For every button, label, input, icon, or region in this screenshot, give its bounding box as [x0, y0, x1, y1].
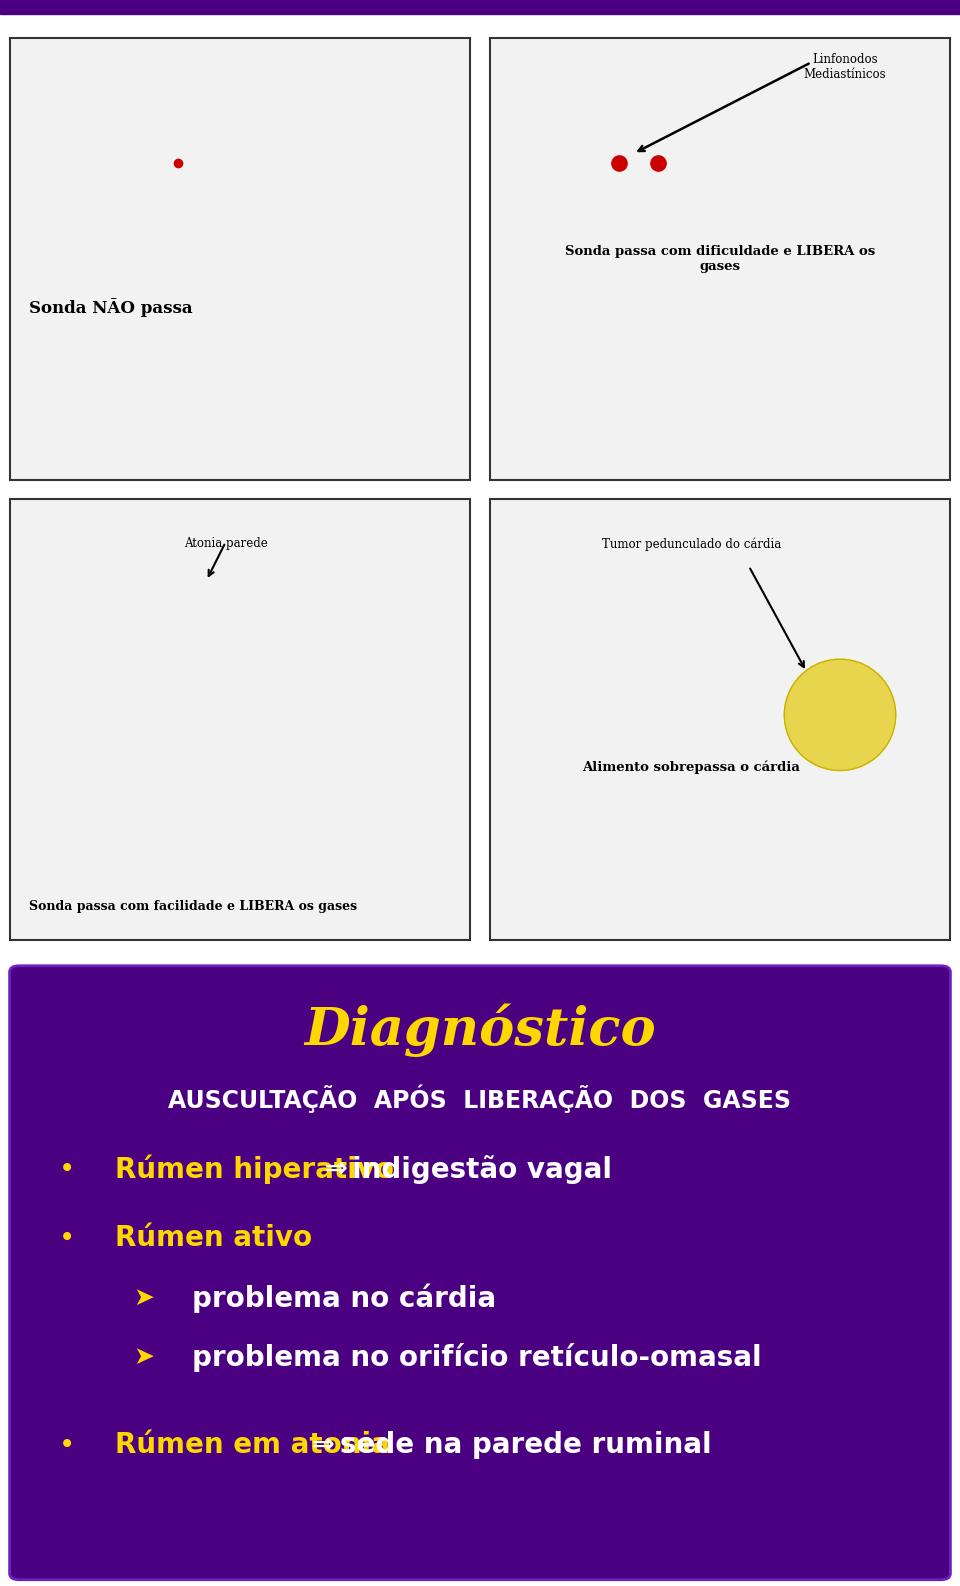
Text: AUSCULTAÇÃO  APÓS  LIBERAÇÃO  DOS  GASES: AUSCULTAÇÃO APÓS LIBERAÇÃO DOS GASES — [169, 1085, 791, 1113]
Text: indigestão vagal: indigestão vagal — [352, 1155, 612, 1183]
Text: Diagnóstico: Diagnóstico — [304, 1004, 656, 1056]
Text: problema no cárdia: problema no cárdia — [192, 1283, 496, 1313]
Text: Sonda passa com dificuldade e LIBERA os
gases: Sonda passa com dificuldade e LIBERA os … — [564, 246, 876, 273]
Bar — [490, 500, 950, 940]
Text: Atonia parede: Atonia parede — [183, 538, 268, 550]
Text: ⇒: ⇒ — [302, 1431, 345, 1459]
Bar — [0, 0, 960, 14]
Text: Rúmen ativo: Rúmen ativo — [115, 1224, 312, 1253]
FancyBboxPatch shape — [10, 966, 950, 1580]
Bar — [10, 38, 470, 479]
Text: Sonda passa com facilidade e LIBERA os gases: Sonda passa com facilidade e LIBERA os g… — [29, 901, 357, 914]
Text: Linfonodos
Mediastínicos: Linfonodos Mediastínicos — [804, 52, 886, 81]
Text: Sonda NÃO passa: Sonda NÃO passa — [29, 298, 192, 317]
Text: ⇒: ⇒ — [315, 1155, 357, 1183]
Circle shape — [784, 660, 896, 771]
Bar — [10, 500, 470, 940]
Text: Rúmen em atonia: Rúmen em atonia — [115, 1431, 390, 1459]
Text: •: • — [60, 1155, 75, 1183]
Text: •: • — [60, 1224, 75, 1253]
Text: ➤: ➤ — [133, 1345, 155, 1369]
Text: problema no orifício retículo-omasal: problema no orifício retículo-omasal — [192, 1343, 761, 1372]
Text: Alimento sobrepassa o cárdia: Alimento sobrepassa o cárdia — [583, 761, 800, 774]
Text: Tumor pedunculado do cárdia: Tumor pedunculado do cárdia — [602, 538, 780, 550]
Text: ➤: ➤ — [133, 1286, 155, 1310]
Text: sede na parede ruminal: sede na parede ruminal — [340, 1431, 711, 1459]
Bar — [490, 38, 950, 479]
Text: Rúmen hiperativo: Rúmen hiperativo — [115, 1155, 395, 1185]
Text: •: • — [60, 1431, 75, 1459]
